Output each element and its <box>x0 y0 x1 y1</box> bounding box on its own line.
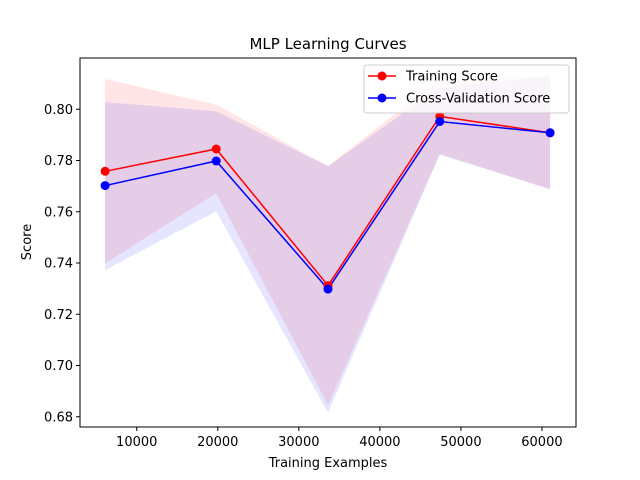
legend-marker-0 <box>377 71 387 81</box>
point-series-0-1 <box>211 144 221 154</box>
y-tick-label: 0.72 <box>44 308 73 323</box>
point-series-1-2 <box>323 284 333 294</box>
plot-frame <box>79 57 577 428</box>
series-markers <box>100 111 555 294</box>
x-tick-label: 30000 <box>278 435 319 450</box>
y-tick-label: 0.80 <box>44 103 73 118</box>
legend-label-0: Training Score <box>405 70 498 85</box>
confidence-bands <box>105 76 551 413</box>
y-tick-label: 0.68 <box>44 410 73 425</box>
point-series-1-1 <box>211 156 221 166</box>
y-tick-label: 0.78 <box>44 154 73 169</box>
legend-marker-1 <box>377 93 387 103</box>
y-tick-label: 0.74 <box>44 257 73 272</box>
y-axis-title: Score <box>20 224 35 260</box>
y-axis-ticks: 0.68 0.70 0.72 0.74 0.76 0.78 0.80 <box>44 103 80 425</box>
point-series-1-0 <box>100 181 110 191</box>
y-tick-label: 0.76 <box>44 205 73 220</box>
legend-label-1: Cross-Validation Score <box>406 92 550 107</box>
x-tick-label: 60000 <box>521 435 562 450</box>
point-series-1-4 <box>545 128 555 138</box>
x-tick-label: 10000 <box>116 435 157 450</box>
x-tick-label: 50000 <box>440 435 481 450</box>
x-axis-title: Training Examples <box>268 456 388 471</box>
band-series-1 <box>105 76 551 413</box>
legend-frame <box>363 64 570 114</box>
chart-title: MLP Learning Curves <box>249 35 406 53</box>
y-tick-label: 0.70 <box>44 359 73 374</box>
point-series-1-3 <box>435 117 445 126</box>
x-tick-label: 40000 <box>359 435 400 450</box>
x-axis-ticks: 10000 20000 30000 40000 50000 60000 <box>116 427 563 450</box>
x-tick-label: 20000 <box>197 435 238 450</box>
point-series-0-0 <box>100 166 110 176</box>
legend: Training Score Cross-Validation Score <box>363 64 570 114</box>
